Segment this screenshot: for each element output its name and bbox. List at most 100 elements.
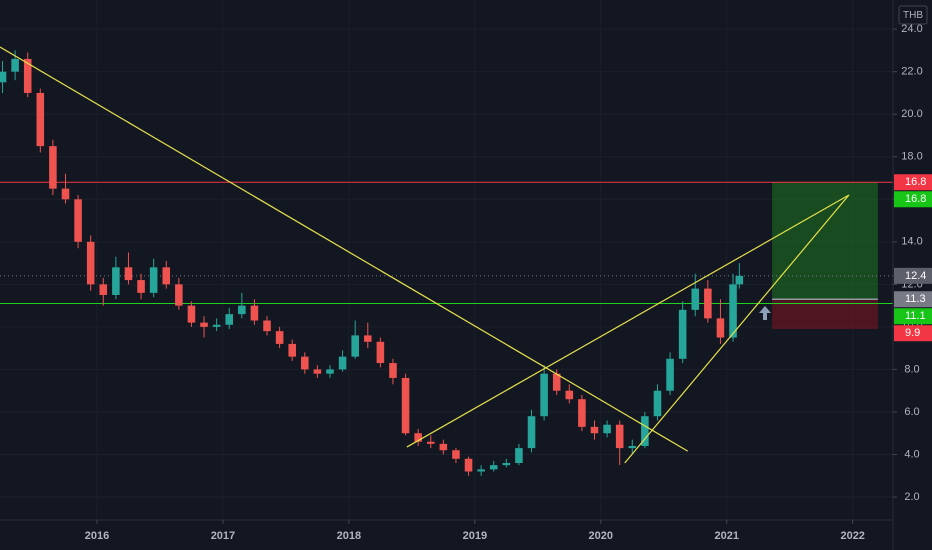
y-tick-label: 22.0 xyxy=(901,66,922,78)
candle-body xyxy=(439,443,448,451)
candle-body xyxy=(175,284,183,306)
candle-body xyxy=(313,369,322,374)
candle-body xyxy=(0,71,7,83)
trendline xyxy=(0,46,689,452)
candle-body xyxy=(74,199,82,242)
candle-body xyxy=(36,92,45,147)
y-tick-label: 6.0 xyxy=(904,406,919,418)
y-tick-label: 8.0 xyxy=(904,363,919,375)
candle-body xyxy=(263,320,271,332)
candle-body xyxy=(565,390,574,400)
y-tick-label: 20.0 xyxy=(901,108,922,120)
candle-body xyxy=(578,399,586,427)
candle-body xyxy=(99,284,108,295)
candle-body xyxy=(615,424,624,449)
x-tick-label: 2022 xyxy=(840,530,864,542)
candle-body xyxy=(735,275,744,285)
candle-body xyxy=(691,288,700,310)
price-label: 16.8 xyxy=(905,176,926,188)
x-tick-label: 2016 xyxy=(85,530,109,542)
candle-body xyxy=(326,369,334,374)
trendline xyxy=(406,194,850,448)
candle-body xyxy=(590,426,599,434)
candle-body xyxy=(137,280,145,293)
y-tick-label: 14.0 xyxy=(901,236,922,248)
price-label: 16.8 xyxy=(905,193,926,205)
candle-body xyxy=(250,305,259,321)
axes: 2.04.06.08.010.012.014.016.018.020.022.0… xyxy=(85,23,932,542)
candle-body xyxy=(401,377,410,434)
candle-body xyxy=(301,356,309,370)
y-tick-label: 4.0 xyxy=(904,448,919,460)
grid xyxy=(0,0,893,520)
candle-body xyxy=(61,188,70,200)
candle-body xyxy=(225,314,234,325)
candle-body xyxy=(112,267,120,295)
candle-body xyxy=(452,450,460,459)
y-tick-label: 24.0 xyxy=(901,23,922,35)
price-label: 12.4 xyxy=(905,270,926,282)
candle-body xyxy=(603,424,611,434)
candle-body xyxy=(502,463,511,466)
candle-body xyxy=(212,324,221,327)
price-label-box xyxy=(894,191,932,208)
price-label-box xyxy=(894,308,932,325)
currency: THB xyxy=(903,10,923,21)
candle-body xyxy=(678,309,687,359)
price-label-box xyxy=(894,174,932,191)
candle-body xyxy=(124,267,133,281)
candle-body xyxy=(338,356,347,370)
candle-body xyxy=(187,305,196,323)
candle-body xyxy=(540,373,548,417)
candle-body xyxy=(426,441,435,444)
candle-body xyxy=(489,465,498,470)
candle-body xyxy=(641,416,649,446)
price-label: 9.9 xyxy=(905,327,920,339)
candle-body xyxy=(628,445,637,449)
y-tick-label: 2.0 xyxy=(904,491,919,503)
candle-body xyxy=(376,341,385,364)
candle-body xyxy=(238,305,246,315)
candle-body xyxy=(275,331,284,344)
candle-body xyxy=(704,288,712,319)
candle-body xyxy=(86,241,95,285)
price-label-box xyxy=(894,267,932,284)
candle-body xyxy=(149,267,158,293)
x-tick-label: 2018 xyxy=(337,530,361,542)
candle-body xyxy=(716,318,725,338)
profit-zone xyxy=(772,182,878,300)
price-label: 11.1 xyxy=(905,310,926,322)
loss-zone xyxy=(772,299,878,330)
candle-body xyxy=(414,433,422,442)
candle-body xyxy=(162,267,171,285)
candle-body xyxy=(200,322,208,327)
candle-body xyxy=(49,146,57,189)
x-tick-label: 2021 xyxy=(715,530,739,542)
price-label-box xyxy=(894,291,932,308)
long-position-icon xyxy=(759,306,771,320)
candle-body xyxy=(527,416,536,449)
candle-body xyxy=(464,458,473,472)
candle-body xyxy=(552,373,561,391)
y-tick-label: 18.0 xyxy=(901,151,922,163)
candle-body xyxy=(351,335,359,357)
candle-body xyxy=(389,363,397,378)
candle-body xyxy=(288,343,296,357)
candle-body xyxy=(11,58,19,72)
x-tick-label: 2017 xyxy=(211,530,235,542)
candle-body xyxy=(23,58,32,93)
price-label-box xyxy=(894,325,932,342)
candle-body xyxy=(666,358,674,391)
candle-body xyxy=(729,284,737,338)
candle-body xyxy=(477,469,485,472)
currency-box xyxy=(898,5,928,25)
candle-body xyxy=(515,448,523,464)
x-tick-label: 2019 xyxy=(463,530,487,542)
x-tick-label: 2020 xyxy=(589,530,613,542)
candle-body xyxy=(653,390,662,417)
candle-body xyxy=(364,335,372,342)
trendline xyxy=(624,194,850,464)
plot-area xyxy=(0,46,893,476)
